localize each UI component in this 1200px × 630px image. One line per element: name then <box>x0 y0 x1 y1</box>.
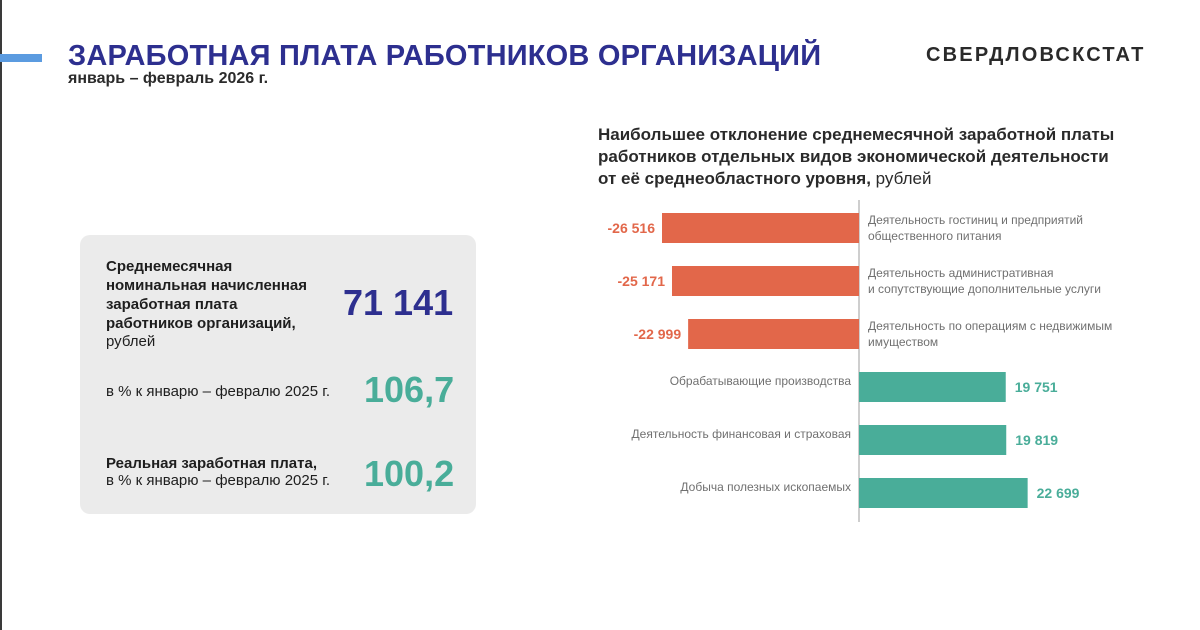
bar-value-label: -26 516 <box>608 220 656 236</box>
bar <box>859 372 1006 402</box>
slide-left-border <box>0 0 2 630</box>
chart-title-line: работников отдельных видов экономической… <box>598 147 1109 166</box>
deviation-bar-chart: -26 516 Деятельность гостиниц и предприят… <box>608 200 1112 522</box>
bar-value-label: 22 699 <box>1037 485 1080 501</box>
category-label-line: Деятельность по операциям с недвижимым <box>868 319 1112 333</box>
title-accent-bar <box>0 54 42 62</box>
chart-title-line: Наибольшее отклонение среднемесячной зар… <box>598 125 1115 144</box>
category-label-line: общественного питания <box>868 229 1001 243</box>
category-label: Добыча полезных ископаемых <box>680 480 851 494</box>
bar <box>859 425 1007 455</box>
summary-panel: Среднемесячная номинальная начисленная з… <box>80 235 476 514</box>
bar-value-label: 19 819 <box>1015 432 1058 448</box>
real-wage-label-line: Реальная заработная плата, <box>106 455 318 472</box>
category-label-line: Обрабатывающие производства <box>670 374 852 388</box>
category-label-line: Деятельность административная <box>868 266 1053 280</box>
brand-logo-text: СВЕРДЛОВСКСТАТ <box>926 44 1146 66</box>
real-wage-label-line: в % к январю – февралю 2025 г. <box>106 472 331 489</box>
category-label-line: Добыча полезных ископаемых <box>680 480 851 494</box>
avg-wage-label-line: заработная плата <box>106 296 238 313</box>
bar <box>688 319 859 349</box>
page-subtitle: январь – февраль 2026 г. <box>68 70 269 87</box>
category-label: Деятельность финансовая и страховая <box>632 427 851 441</box>
chart-title: Наибольшее отклонение среднемесячной зар… <box>598 124 1158 190</box>
real-wage-value: 100,2 <box>364 453 455 494</box>
category-label: Деятельность административная и сопутству… <box>868 266 1101 296</box>
bar <box>671 266 859 296</box>
avg-wage-label-line: Среднемесячная <box>106 258 233 275</box>
avg-wage-label-line: работников организаций, <box>106 315 296 332</box>
avg-wage-unit: рублей <box>106 333 156 350</box>
index-value: 106,7 <box>364 369 455 410</box>
chart-unit: рублей <box>875 169 932 188</box>
bar-value-label: -25 171 <box>618 273 666 289</box>
category-label: Деятельность гостиниц и предприятий общес… <box>868 213 1083 243</box>
index-label: в % к январю – февралю 2025 г. <box>106 383 331 400</box>
category-label: Деятельность по операциям с недвижимым им… <box>868 319 1112 349</box>
category-label-line: Деятельность финансовая и страховая <box>632 427 851 441</box>
page-title: ЗАРАБОТНАЯ ПЛАТА РАБОТНИКОВ ОРГАНИЗАЦИЙ <box>68 40 822 72</box>
category-label: Обрабатывающие производства <box>670 374 852 388</box>
category-label-line: имуществом <box>868 335 938 349</box>
bar <box>662 213 859 243</box>
category-label-line: Деятельность гостиниц и предприятий <box>868 213 1083 227</box>
bar-value-label: 19 751 <box>1015 379 1058 395</box>
category-label-line: и сопутствующие дополнительные услуги <box>868 282 1101 296</box>
bar-value-label: -22 999 <box>634 326 682 342</box>
bar <box>859 478 1028 508</box>
avg-wage-label-line: номинальная начисленная <box>106 277 308 294</box>
chart-title-line: от её среднеобластного уровня, <box>598 169 871 188</box>
avg-wage-value: 71 141 <box>343 282 454 323</box>
